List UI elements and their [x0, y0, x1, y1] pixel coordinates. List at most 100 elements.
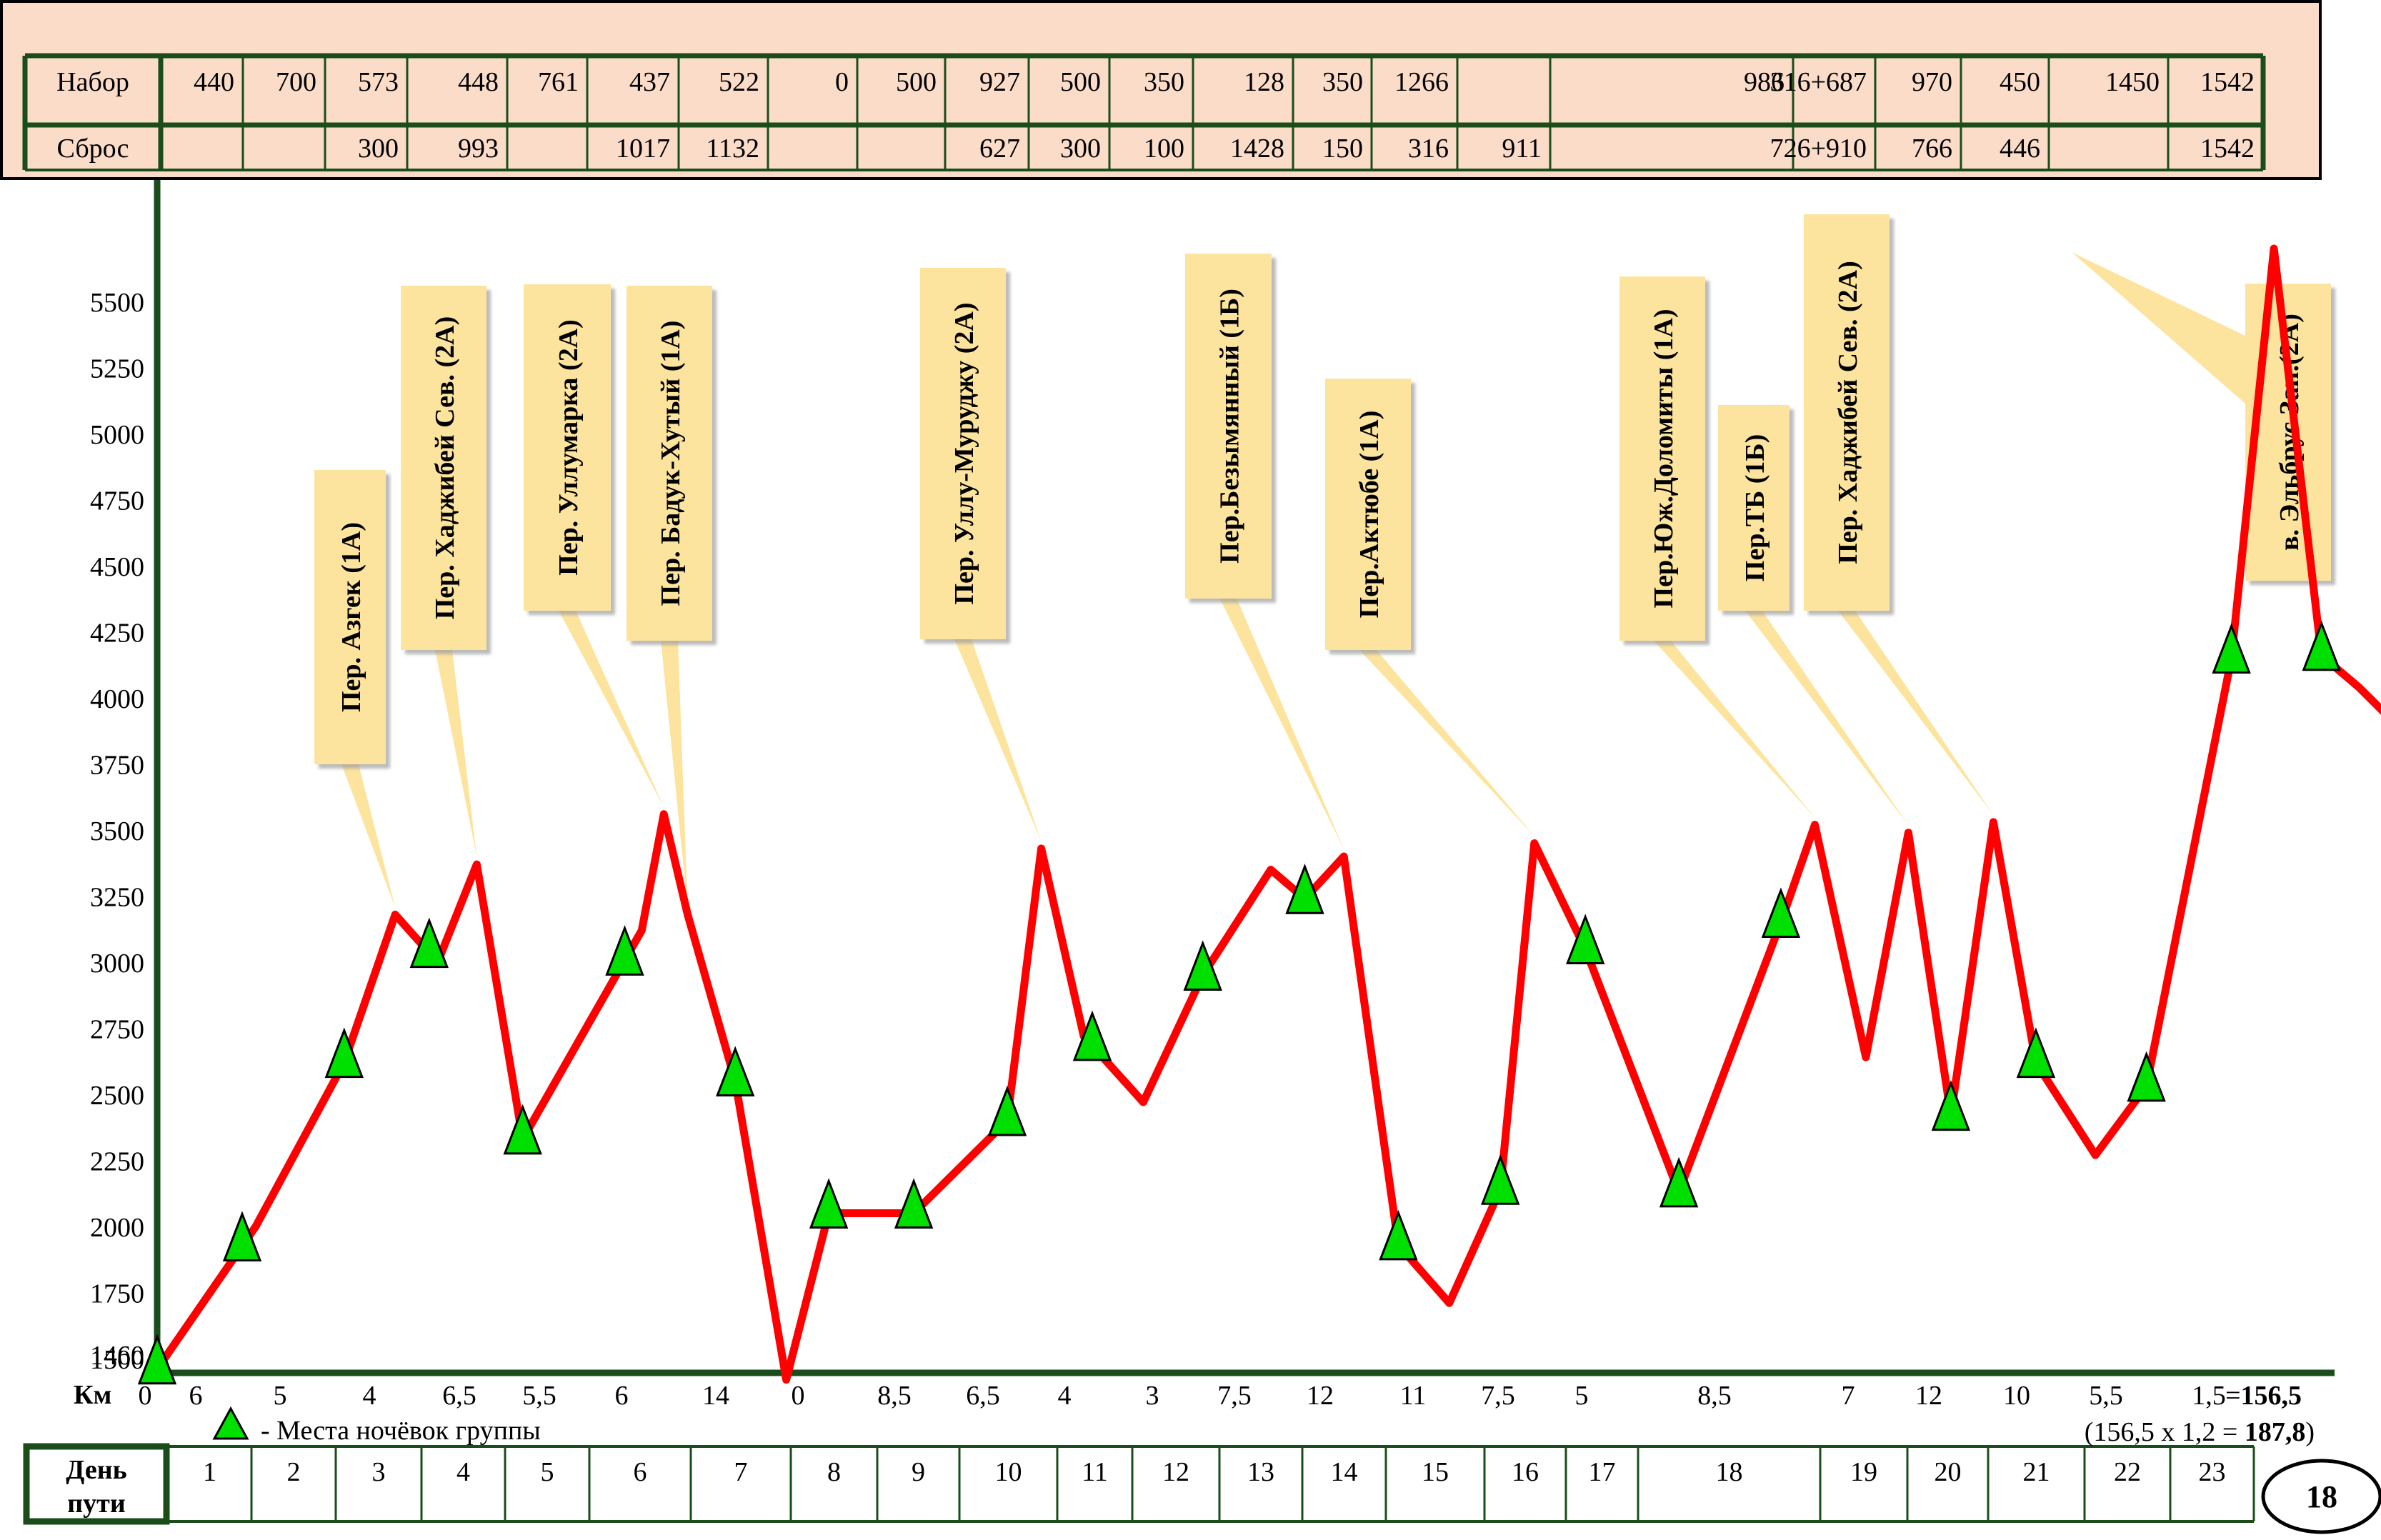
callout: в. Эльбрус Зап.(2А): [2072, 252, 2331, 581]
nabor-cell: 1266: [1394, 67, 1449, 97]
callout-label: Пер.Актюбе (1А): [1354, 411, 1384, 619]
nightstop-marker: [605, 925, 644, 976]
callout-pointer: [954, 639, 1042, 841]
callout-box: [1804, 214, 1890, 611]
x-tick-label: 6,5: [966, 1381, 1000, 1411]
day-cell: 6: [634, 1457, 647, 1487]
y-tick-label: 2000: [90, 1213, 144, 1243]
day-cell: 5: [541, 1457, 554, 1487]
sbros-cell: 1017: [616, 134, 670, 164]
nabor-cell: 350: [1144, 67, 1184, 97]
day-cell: 10: [995, 1457, 1022, 1487]
callout-pointer: [1838, 611, 1994, 815]
nightstop-markers: [137, 620, 2341, 1385]
total-value: 156,5: [2241, 1381, 2302, 1411]
days-header-line2: пути: [67, 1489, 125, 1519]
callout-box: [1185, 254, 1272, 599]
y-tick-label: 4000: [90, 684, 144, 714]
nightstop-marker: [1659, 1156, 1699, 1208]
day-cell: 9: [912, 1457, 925, 1487]
note-open: (156,5 х 1,2 =: [2085, 1417, 2245, 1447]
table-background: [0, 0, 2322, 180]
day-cell: 20: [1935, 1457, 1962, 1487]
legend-label: - Места ночёвок группы: [261, 1416, 541, 1446]
nightstop-marker: [1285, 864, 1324, 914]
nabor-cell: 1450: [2105, 67, 2160, 97]
x-tick-label: 12: [1307, 1381, 1334, 1411]
nabor-cell: 500: [1060, 67, 1101, 97]
x-tick-label: 1,5: [2192, 1381, 2226, 1411]
x-tick-label: 5: [1575, 1381, 1589, 1411]
y-tick-label: 1500: [90, 1345, 144, 1375]
sbros-row-label: Сброс: [57, 134, 129, 164]
nabor-cell: 437: [629, 67, 670, 97]
nightstop-marker: [1481, 1154, 1520, 1205]
callout: Пер. Хаджибей Сев. (2А): [401, 286, 486, 858]
page-number: 18: [2306, 1479, 2337, 1514]
x-tick-label: 7,5: [1217, 1381, 1252, 1411]
nightstop-marker: [409, 917, 449, 969]
nightstop-marker: [2212, 623, 2251, 674]
callout-label: Пер. Хаджибей Сев. (2А): [430, 316, 460, 619]
x-tick-label: 6: [615, 1381, 629, 1411]
sbros-cell: 627: [979, 134, 1020, 164]
callout-label: Пер. Бадук-Хутый (1А): [656, 321, 686, 606]
y-tick-label: 4500: [90, 552, 144, 582]
y-tick-label: 3750: [90, 751, 144, 781]
nabor-cell: 573: [358, 67, 399, 97]
nightstop-marker: [2016, 1027, 2056, 1079]
nightstop-marker: [503, 1104, 542, 1155]
nightstop-marker: [1566, 914, 1605, 964]
nabor-cell: 128: [1244, 67, 1284, 97]
day-cell: 21: [2023, 1457, 2050, 1487]
nightstop-marker: [2302, 620, 2341, 671]
callout-box: [920, 268, 1006, 639]
distance-note: (156,5 х 1,2 = 187,8): [2085, 1417, 2315, 1447]
x-tick-label: 7,5: [1481, 1381, 1515, 1411]
callout-box: [1718, 405, 1790, 611]
sbros-cell: 766: [1912, 134, 1952, 164]
nightstop-marker: [1379, 1209, 1418, 1261]
callout-pointer: [661, 641, 688, 908]
nabor-cell: 440: [194, 67, 234, 97]
day-cell: 19: [1850, 1457, 1877, 1487]
x-tick-label: 5,5: [2089, 1381, 2123, 1411]
x-tick-label: 7: [1842, 1381, 1855, 1411]
y-tick-label: 2500: [90, 1081, 144, 1111]
nabor-row-label: Набор: [56, 67, 129, 97]
nabor-cell: 0: [835, 67, 849, 97]
callout-box: [627, 286, 712, 641]
nabor-cell: 986: [1744, 67, 1784, 97]
x-tick-label: 10: [2003, 1381, 2030, 1411]
sbros-cell: 446: [2000, 134, 2040, 164]
callout: Пер.Актюбе (1А): [1325, 379, 1534, 836]
day-cell: 4: [456, 1457, 470, 1487]
nightstop-marker: [324, 1027, 364, 1079]
x-tick-label: 3: [1146, 1381, 1159, 1411]
nabor-cell: 1542: [2200, 67, 2255, 97]
nabor-cell: 500: [896, 67, 937, 97]
x-tick-label: 8,5: [877, 1381, 912, 1411]
page-number-oval: [2261, 1459, 2381, 1534]
x-tick-label: 4: [363, 1381, 376, 1411]
callout-box: [2245, 284, 2331, 581]
days-header-line1: День: [66, 1455, 126, 1485]
sbros-cell: 911: [1502, 134, 1542, 164]
callout-label: Пер. Уллумарка (2А): [554, 319, 584, 576]
nightstop-marker: [1183, 940, 1222, 991]
callout: Пер. Уллу-Муруджу (2А): [920, 268, 1042, 841]
callout: Пер.ТБ (1Б): [1718, 405, 1909, 826]
nightstop-marker: [716, 1046, 755, 1096]
callout-label: Пер. Азгек (1А): [336, 522, 366, 712]
axes-layer: [146, 164, 2335, 1379]
day-cell: 23: [2199, 1457, 2226, 1487]
day-cell: 8: [827, 1457, 841, 1487]
day-cell: 2: [287, 1457, 301, 1487]
callout-pointer: [1745, 611, 1909, 826]
callout-pointer: [341, 764, 396, 908]
y-tick-label: 3250: [90, 883, 144, 913]
sbros-cell: 150: [1322, 134, 1363, 164]
callout-layer: Пер. Азгек (1А) Пер. Хаджибей Сев. (2А) Пе…: [314, 214, 2331, 908]
